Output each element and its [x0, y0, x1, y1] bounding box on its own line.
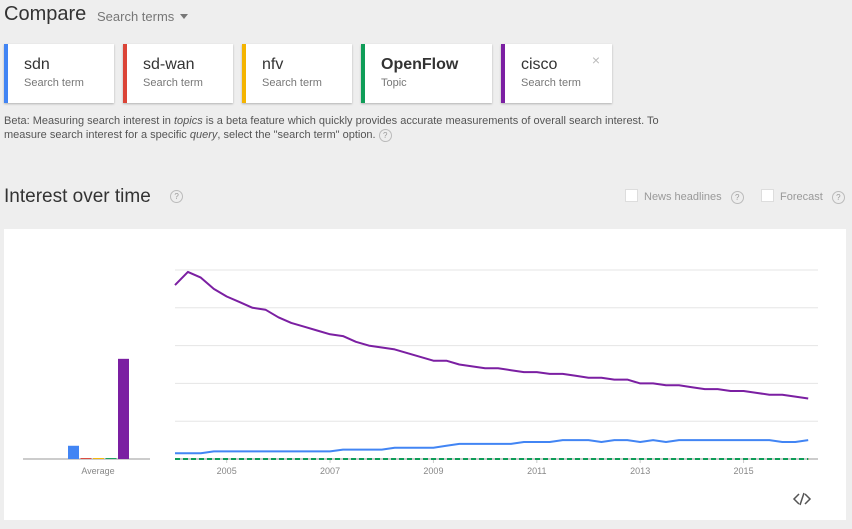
- checkbox[interactable]: [625, 189, 638, 202]
- x-tick-label: 2013: [630, 466, 650, 476]
- forecast-option[interactable]: Forecast ?: [761, 189, 845, 204]
- news-headlines-option[interactable]: News headlines ?: [625, 189, 744, 204]
- term-kind: Search term: [521, 77, 581, 89]
- note-emphasis: query: [189, 129, 218, 141]
- term-kind: Search term: [143, 77, 203, 89]
- option-label: News headlines: [644, 191, 722, 203]
- average-bar: [80, 458, 92, 459]
- note-text: , select the "search term" option.: [217, 129, 376, 141]
- chart-panel: [4, 229, 846, 520]
- option-label: Forecast: [780, 191, 823, 203]
- x-tick-label: 2011: [527, 466, 546, 476]
- x-tick-label: 2015: [734, 466, 754, 476]
- search-terms-dropdown[interactable]: Search terms: [97, 9, 188, 24]
- note-text: Beta: Measuring search interest in: [4, 115, 174, 127]
- x-tick-label: 2007: [320, 466, 340, 476]
- x-tick-label: 2009: [423, 466, 443, 476]
- note-text: is a beta feature which quickly provides…: [4, 115, 659, 141]
- term-name: sdn: [24, 56, 50, 73]
- x-tick-label: 2005: [217, 466, 237, 476]
- x-category-label: Average: [81, 466, 114, 476]
- section-title-text: Interest over time: [4, 186, 151, 207]
- average-bar: [93, 458, 104, 459]
- term-card[interactable]: sdn Search term: [4, 44, 114, 103]
- term-card[interactable]: cisco Search term ×: [501, 44, 612, 103]
- series-line: [175, 439, 809, 455]
- help-icon[interactable]: ?: [378, 128, 392, 142]
- term-kind: Topic: [381, 77, 407, 89]
- note-emphasis: topics: [173, 115, 203, 127]
- average-bar: [68, 445, 79, 459]
- term-kind: Search term: [24, 77, 84, 89]
- help-icon[interactable]: ?: [730, 190, 744, 204]
- remove-button[interactable]: ×: [591, 52, 600, 68]
- page-title: Compare: [4, 3, 87, 25]
- help-icon[interactable]: ?: [831, 190, 845, 204]
- section-title: Interest over time ?: [4, 186, 184, 208]
- series-line: [174, 270, 809, 400]
- average-bar: [118, 358, 129, 459]
- checkbox[interactable]: [761, 189, 774, 202]
- term-name: cisco: [521, 56, 558, 73]
- help-icon[interactable]: ?: [170, 190, 184, 204]
- term-name: nfv: [262, 56, 284, 73]
- average-bar: [105, 458, 117, 459]
- term-kind: Search term: [262, 77, 322, 89]
- term-card[interactable]: nfv Search term: [242, 44, 352, 103]
- beta-note: Beta: Measuring search interest in topic…: [4, 114, 684, 142]
- embed-icon[interactable]: [792, 492, 812, 506]
- term-card[interactable]: sd-wan Search term: [123, 44, 233, 103]
- term-name: OpenFlow: [381, 56, 459, 73]
- term-name: sd-wan: [143, 56, 195, 73]
- term-card[interactable]: OpenFlow Topic: [361, 44, 492, 103]
